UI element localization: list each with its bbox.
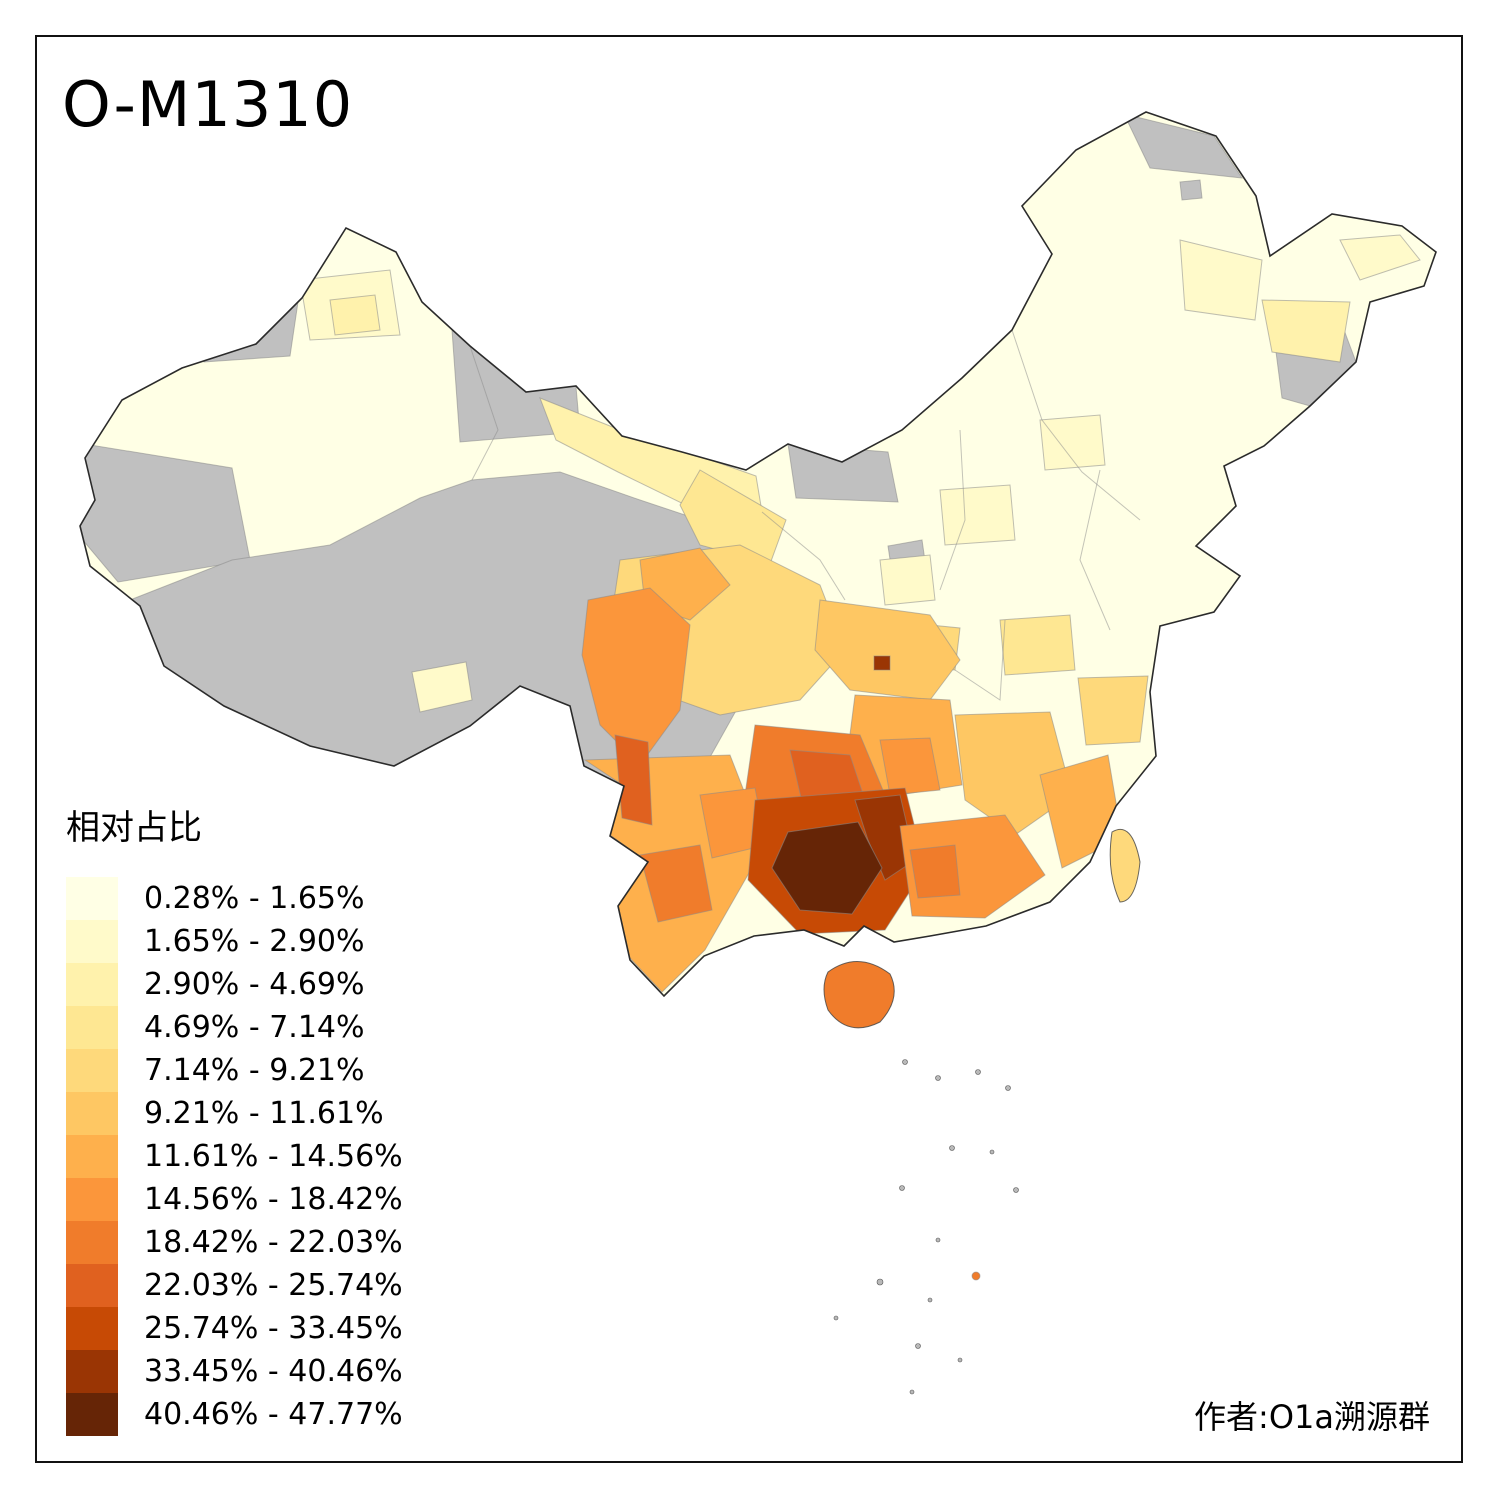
legend-class-label: 33.45% - 40.46%: [144, 1354, 403, 1389]
map-region: [939, 484, 1016, 546]
map-region-jiangxi: [954, 711, 1073, 836]
island-dot-colored: [971, 1271, 981, 1281]
map-region: [879, 554, 936, 606]
legend-swatch: [66, 1264, 118, 1307]
legend-swatch: [66, 1135, 118, 1178]
island-dot: [927, 1297, 933, 1303]
map-region-south-yunnan: [639, 844, 713, 923]
legend-class-label: 1.65% - 2.90%: [144, 924, 365, 959]
legend-class-label: 2.90% - 4.69%: [144, 967, 365, 1002]
legend-swatch: [66, 1006, 118, 1049]
legend-row: 1.65% - 2.90%: [66, 920, 486, 963]
legend-class-label: 0.28% - 1.65%: [144, 881, 365, 916]
map-region: [1179, 239, 1263, 321]
island-dot: [899, 1185, 905, 1191]
map-region-guangxi-core: [771, 821, 883, 915]
legend-class-label: 4.69% - 7.14%: [144, 1010, 365, 1045]
legend-swatch: [66, 1092, 118, 1135]
legend-class-label: 40.46% - 47.77%: [144, 1397, 403, 1432]
map-region-dark-dot-chongqing: [873, 655, 891, 671]
legend-class-label: 22.03% - 25.74%: [144, 1268, 403, 1303]
island-dot: [1013, 1187, 1019, 1193]
map-region: [1039, 414, 1106, 471]
legend-class-label: 14.56% - 18.42%: [144, 1182, 403, 1217]
map-region-west-guangdong: [909, 844, 961, 899]
legend-class-label: 9.21% - 11.61%: [144, 1096, 384, 1131]
island-dot: [935, 1075, 941, 1081]
island-dot: [833, 1315, 839, 1321]
legend-row: 11.61% - 14.56%: [66, 1135, 486, 1178]
south-china-sea-islands: [833, 1059, 1019, 1395]
legend-class-label: 11.61% - 14.56%: [144, 1139, 403, 1174]
legend-class-label: 7.14% - 9.21%: [144, 1053, 365, 1088]
map-region-lhasa: [411, 661, 473, 713]
map-region-hainan: [823, 961, 895, 1029]
legend-title: 相对占比: [66, 808, 202, 848]
legend-row: 9.21% - 11.61%: [66, 1092, 486, 1135]
map-region: [329, 294, 381, 336]
island-dot: [876, 1278, 884, 1286]
province-border-line: [469, 345, 499, 481]
legend-class-label: 25.74% - 33.45%: [144, 1311, 403, 1346]
legend-row: 22.03% - 25.74%: [66, 1264, 486, 1307]
island-dot: [915, 1343, 921, 1349]
map-region-zhejiang: [1077, 675, 1149, 746]
legend-swatch: [66, 877, 118, 920]
island-dot: [975, 1069, 981, 1075]
map-region-taiwan: [1109, 828, 1141, 903]
map-region-south-hunan: [879, 737, 941, 796]
province-border-line: [1011, 329, 1141, 521]
island-dot: [1005, 1085, 1011, 1091]
legend-swatch: [66, 963, 118, 1006]
island-dot: [935, 1237, 941, 1243]
legend-row: 40.46% - 47.77%: [66, 1393, 486, 1436]
island-dot: [957, 1357, 963, 1363]
legend-swatch: [66, 920, 118, 963]
page-title: O-M1310: [62, 68, 354, 141]
legend: 相对占比 0.28% - 1.65% 1.65% - 2.90% 2.90% - 4…: [66, 800, 486, 1436]
map-region-nodata-north-heilongjiang: [1123, 113, 1244, 179]
map-region-nodata-west-xinjiang: [80, 439, 251, 583]
legend-row: 4.69% - 7.14%: [66, 1006, 486, 1049]
island-dot: [909, 1389, 915, 1395]
island-dot: [902, 1059, 908, 1065]
legend-row: 25.74% - 33.45%: [66, 1307, 486, 1350]
legend-swatch: [66, 1178, 118, 1221]
province-border-line: [954, 619, 1006, 701]
map-region: [1339, 234, 1421, 281]
china-outline: [79, 111, 1437, 998]
legend-rows: 0.28% - 1.65% 1.65% - 2.90% 2.90% - 4.69% 4…: [66, 877, 486, 1436]
island-dot: [949, 1145, 955, 1151]
map-region-guangxi-east: [854, 794, 916, 881]
map-region: [1261, 299, 1351, 363]
legend-row: 2.90% - 4.69%: [66, 963, 486, 1006]
map-region-nodata-tiny: [1179, 179, 1203, 201]
legend-class-label: 18.42% - 22.03%: [144, 1225, 403, 1260]
legend-swatch: [66, 1049, 118, 1092]
map-region-nodata-alxa: [787, 443, 899, 503]
legend-row: 0.28% - 1.65%: [66, 877, 486, 920]
map-region-west-sichuan: [581, 587, 691, 766]
legend-row: 7.14% - 9.21%: [66, 1049, 486, 1092]
map-region: [999, 614, 1076, 676]
map-region-nodata-north-xinjiang: [195, 299, 299, 363]
province-border-line: [1079, 469, 1111, 631]
legend-swatch: [66, 1221, 118, 1264]
province-border-line: [761, 511, 846, 601]
legend-swatch: [66, 1307, 118, 1350]
attribution: 作者:O1a溯源群: [1194, 1398, 1430, 1436]
legend-row: 14.56% - 18.42%: [66, 1178, 486, 1221]
province-border-line: [939, 429, 966, 591]
legend-swatch: [66, 1350, 118, 1393]
legend-swatch: [66, 1393, 118, 1436]
island-dot: [989, 1149, 995, 1155]
legend-row: 33.45% - 40.46%: [66, 1350, 486, 1393]
legend-row: 18.42% - 22.03%: [66, 1221, 486, 1264]
